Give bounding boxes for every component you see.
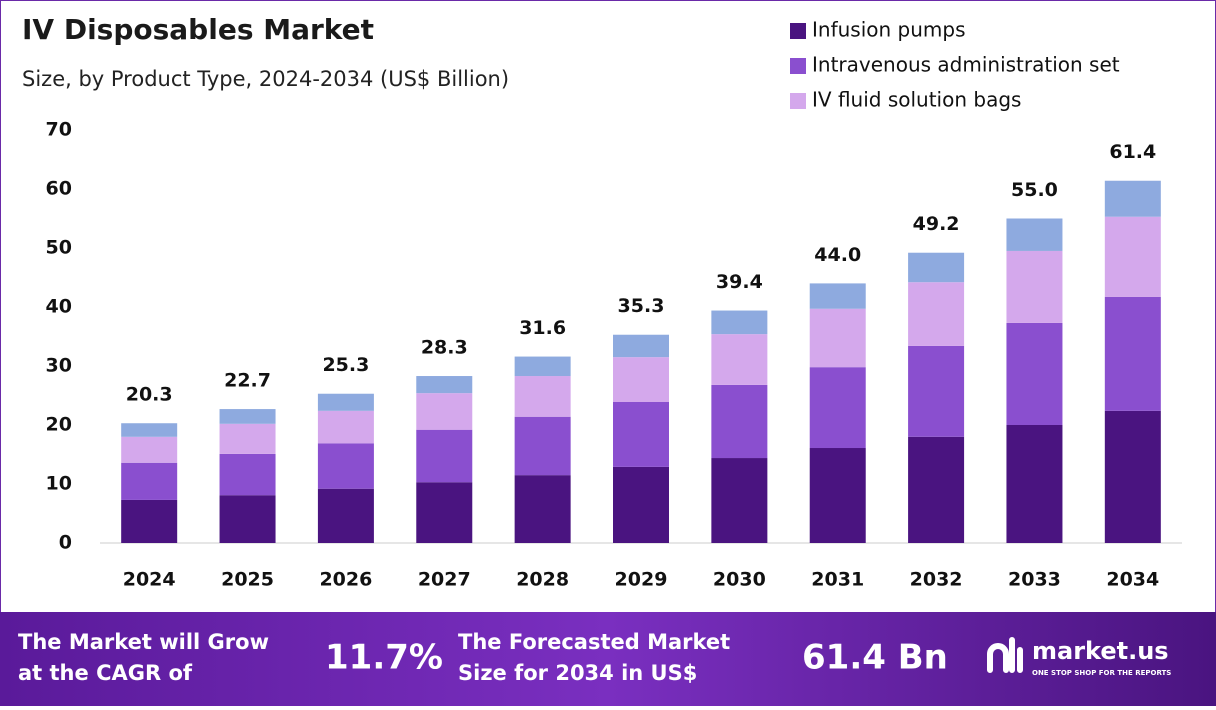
y-tick-label: 60 [46,178,72,200]
total-label: 49.2 [913,213,960,235]
legend-label: Infusion pumps [812,18,966,42]
bar-segment [613,357,669,402]
bar-segment [416,393,473,430]
bar-segment [121,499,178,543]
legend-swatch [790,58,806,74]
bar-segment [1104,296,1161,411]
total-label: 44.0 [814,244,861,266]
bar-segment [121,462,178,500]
bar-segment [219,423,276,454]
total-label: 28.3 [421,337,468,359]
legend-label: IV fluid solution bags [812,88,1021,112]
bar-segment [514,416,571,476]
bar-segment [121,436,178,463]
bar-segment [317,393,374,411]
total-label: 25.3 [322,354,369,376]
bar-segment [1006,425,1063,543]
bar-segment [1006,250,1063,323]
x-tick-label: 2034 [1106,569,1159,591]
legend-swatch [790,93,806,109]
x-tick-label: 2029 [615,569,668,591]
bar-segment [514,475,571,543]
bar-segment [908,345,965,437]
x-tick-label: 2028 [516,569,569,591]
legend-label: Intravenous administration set [812,53,1120,77]
footer-text: The Market will Grow [18,630,269,654]
bar-segment [317,488,374,543]
y-tick-label: 0 [59,532,72,554]
bar-segment [613,401,669,467]
total-label: 22.7 [224,370,271,392]
bar-segment [1104,180,1161,217]
bar-segment [1006,322,1063,425]
bar-segment [219,495,276,543]
bar-segment [711,458,768,543]
footer-text: The Forecasted Market [458,630,730,654]
chart-title: IV Disposables Market [22,13,374,46]
total-label: 31.6 [519,317,566,339]
bar-segment [416,482,473,543]
x-tick-label: 2025 [221,569,274,591]
y-tick-label: 20 [46,414,72,436]
bar-segment [416,429,473,483]
x-tick-label: 2032 [910,569,963,591]
x-tick-label: 2027 [418,569,471,591]
x-tick-label: 2026 [319,569,372,591]
x-tick-label: 2031 [811,569,864,591]
chart-subtitle: Size, by Product Type, 2024-2034 (US$ Bi… [22,67,509,91]
bar-segment [514,356,571,377]
x-tick-label: 2030 [713,569,766,591]
y-tick-label: 70 [46,119,72,141]
total-label: 20.3 [126,384,173,406]
bar-segment [613,334,669,358]
bar-segment [809,367,866,449]
bar-segment [514,376,571,417]
y-tick-label: 40 [46,296,72,318]
legend-swatch [790,23,806,39]
logo: market.us [1032,637,1169,665]
x-tick-label: 2024 [123,569,176,591]
footer-value: 61.4 Bn [802,638,948,678]
total-label: 61.4 [1109,141,1156,163]
bar-segment [317,443,374,489]
bar-segment [809,308,866,368]
bar-segment [1006,218,1063,251]
logo-tagline: ONE STOP SHOP FOR THE REPORTS [1032,669,1171,677]
bar-segment [711,310,768,335]
y-tick-label: 10 [46,473,72,495]
bar-segment [908,282,965,346]
bar-segment [908,252,965,283]
bar-segment [711,334,768,385]
bar-segment [1104,216,1161,297]
footer-value: 11.7% [325,638,443,678]
bar-segment [317,410,374,444]
logo-icon [987,637,1023,673]
total-label: 35.3 [618,295,665,317]
footer-text: at the CAGR of [18,661,193,685]
bar-segment [121,423,178,437]
bar-segment [711,384,768,459]
total-label: 55.0 [1011,179,1058,201]
total-label: 39.4 [716,271,763,293]
bar-segment [809,448,866,543]
bar-segment [1104,410,1161,543]
y-tick-label: 50 [46,237,72,259]
footer-text: Size for 2034 in US$ [458,661,697,685]
bar-segment [809,283,866,309]
y-tick-label: 30 [46,355,72,377]
bar-segment [613,466,669,543]
x-tick-label: 2033 [1008,569,1061,591]
bar-segment [219,453,276,496]
bar-segment [416,376,473,394]
bar-segment [219,409,276,424]
bar-segment [908,436,965,543]
